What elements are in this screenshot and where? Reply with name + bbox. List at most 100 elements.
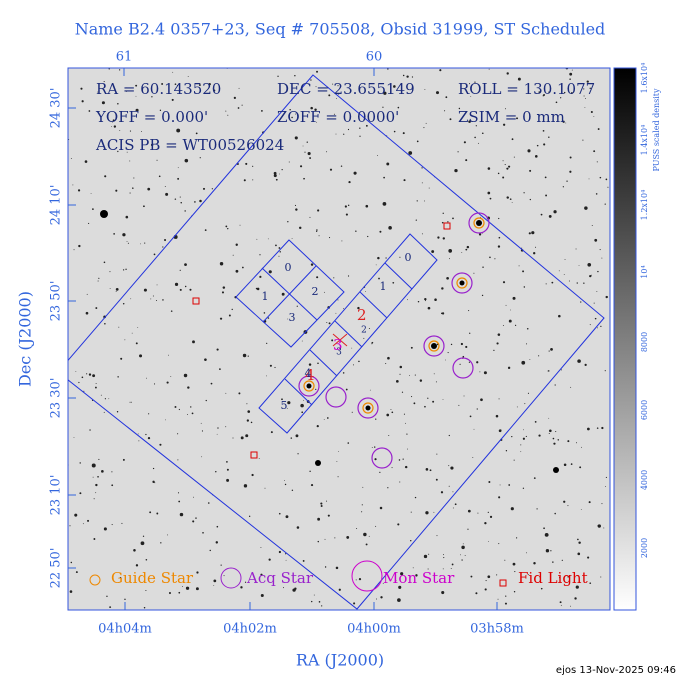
star xyxy=(489,197,492,200)
star xyxy=(585,98,586,100)
star xyxy=(109,606,112,609)
star xyxy=(316,70,319,73)
star xyxy=(390,409,392,410)
star xyxy=(469,332,471,334)
star xyxy=(69,525,71,527)
star xyxy=(387,487,389,489)
star xyxy=(505,595,507,597)
colorbar-tick-label: 1.2x10⁴ xyxy=(640,190,649,221)
star xyxy=(284,480,285,481)
star xyxy=(168,354,169,356)
star xyxy=(520,451,522,453)
star xyxy=(445,359,446,361)
star xyxy=(256,287,260,291)
star xyxy=(156,159,158,161)
star xyxy=(331,339,334,342)
star xyxy=(124,339,126,341)
star xyxy=(374,458,377,461)
star xyxy=(194,201,196,203)
star xyxy=(101,101,105,105)
star xyxy=(474,136,476,139)
star xyxy=(139,354,143,358)
star xyxy=(115,287,119,291)
star xyxy=(216,525,219,528)
star xyxy=(560,604,562,606)
star xyxy=(156,284,158,286)
star xyxy=(348,180,351,184)
star xyxy=(498,217,500,220)
star xyxy=(591,225,593,226)
star xyxy=(259,275,262,278)
star xyxy=(290,437,293,439)
star xyxy=(323,291,325,293)
star xyxy=(578,264,580,266)
star xyxy=(388,226,392,230)
star xyxy=(95,307,98,310)
star xyxy=(504,602,507,605)
star xyxy=(569,156,572,159)
star xyxy=(317,362,319,365)
star xyxy=(526,552,527,554)
star xyxy=(497,598,499,600)
star xyxy=(283,587,285,589)
star xyxy=(495,414,499,418)
star xyxy=(267,238,269,240)
colorbar-tick-label: 6000 xyxy=(640,400,649,420)
star xyxy=(311,600,313,603)
star xyxy=(95,383,97,384)
star xyxy=(151,96,153,98)
star xyxy=(353,602,356,605)
star xyxy=(423,554,428,559)
left-tick-label: 24 10' xyxy=(49,185,64,226)
star xyxy=(316,424,319,428)
chip-label: 3 xyxy=(336,348,342,358)
star xyxy=(463,395,465,397)
star xyxy=(247,410,251,413)
star xyxy=(379,506,383,510)
star xyxy=(125,90,127,92)
star xyxy=(599,249,601,251)
star xyxy=(597,525,599,527)
star xyxy=(170,376,172,377)
star xyxy=(286,408,288,409)
star xyxy=(434,298,437,301)
star xyxy=(162,299,164,301)
star xyxy=(550,550,552,552)
star xyxy=(586,80,589,83)
star xyxy=(119,576,122,579)
star xyxy=(377,256,380,260)
star xyxy=(569,78,571,80)
star xyxy=(383,176,385,179)
star xyxy=(588,178,590,180)
top-tick-label: 60 xyxy=(366,50,383,65)
star xyxy=(320,502,323,505)
star xyxy=(511,138,514,141)
star xyxy=(133,549,136,552)
star xyxy=(365,291,366,292)
star xyxy=(178,591,181,594)
star xyxy=(531,231,535,235)
star xyxy=(398,459,401,461)
star xyxy=(544,532,549,537)
star xyxy=(596,427,599,429)
star xyxy=(303,177,305,180)
star xyxy=(337,85,339,87)
star xyxy=(106,595,108,598)
star xyxy=(548,91,550,93)
star xyxy=(129,401,131,403)
star xyxy=(583,282,585,284)
star xyxy=(288,161,290,163)
star xyxy=(548,136,550,138)
star xyxy=(79,492,82,495)
star xyxy=(307,151,311,156)
star xyxy=(458,107,461,110)
star xyxy=(124,598,126,601)
star xyxy=(527,392,530,394)
star xyxy=(223,575,225,577)
star xyxy=(512,562,516,566)
star xyxy=(111,121,113,123)
star xyxy=(359,127,361,129)
star xyxy=(577,359,581,363)
star xyxy=(397,106,400,109)
star xyxy=(524,403,526,405)
